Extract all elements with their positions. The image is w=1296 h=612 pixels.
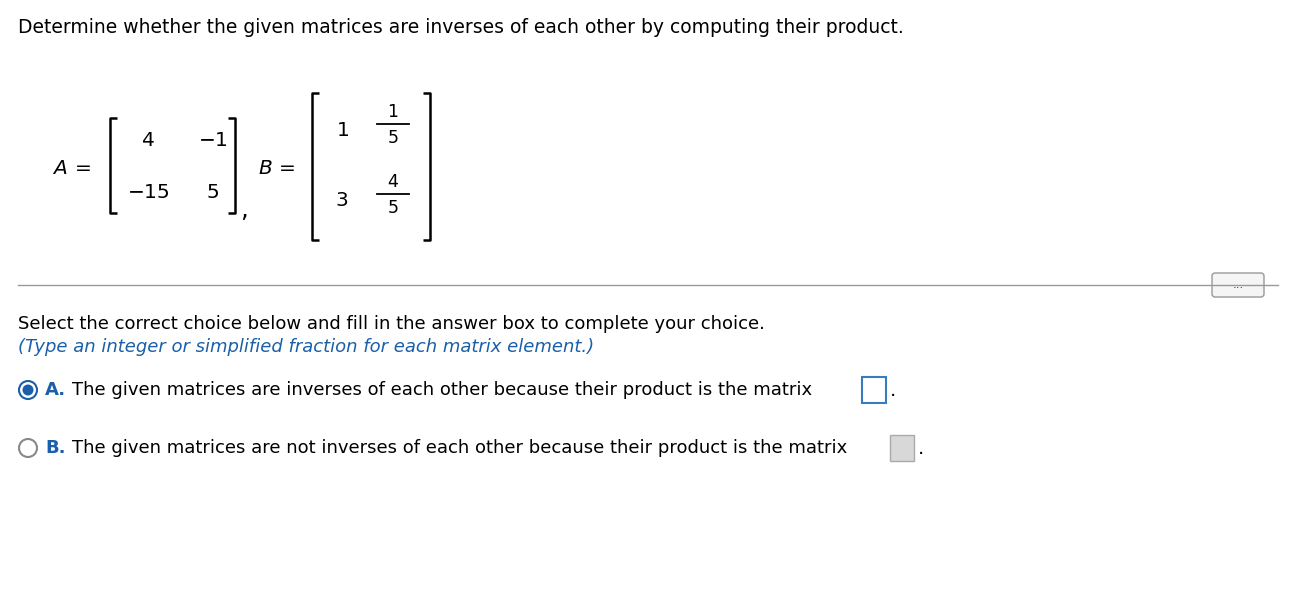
Circle shape	[19, 439, 38, 457]
Text: B.: B.	[45, 439, 66, 457]
Text: The given matrices are inverses of each other because their product is the matri: The given matrices are inverses of each …	[73, 381, 813, 399]
Text: $3$: $3$	[336, 190, 349, 209]
Circle shape	[22, 384, 34, 395]
Text: $1$: $1$	[388, 103, 399, 121]
FancyBboxPatch shape	[890, 435, 914, 461]
Text: $1$: $1$	[336, 121, 349, 140]
FancyBboxPatch shape	[1212, 273, 1264, 297]
Text: $-15$: $-15$	[127, 182, 170, 201]
Text: .: .	[890, 381, 897, 400]
Text: (Type an integer or simplified fraction for each matrix element.): (Type an integer or simplified fraction …	[18, 338, 594, 356]
Text: $-1$: $-1$	[198, 130, 228, 149]
FancyBboxPatch shape	[862, 377, 886, 403]
Text: A.: A.	[45, 381, 66, 399]
Text: $5$: $5$	[206, 182, 219, 201]
Circle shape	[19, 381, 38, 399]
Text: ...: ...	[1232, 278, 1244, 291]
Text: $5$: $5$	[388, 129, 399, 147]
Text: $4$: $4$	[388, 173, 399, 191]
Text: The given matrices are not inverses of each other because their product is the m: The given matrices are not inverses of e…	[73, 439, 848, 457]
Text: ,: ,	[240, 198, 248, 222]
Text: Determine whether the given matrices are inverses of each other by computing the: Determine whether the given matrices are…	[18, 18, 903, 37]
Text: Select the correct choice below and fill in the answer box to complete your choi: Select the correct choice below and fill…	[18, 315, 765, 333]
Text: $4$: $4$	[141, 130, 154, 149]
Text: $A\,=$: $A\,=$	[52, 159, 91, 177]
Text: $B\,=$: $B\,=$	[258, 159, 295, 177]
Text: $5$: $5$	[388, 199, 399, 217]
Text: .: .	[918, 439, 924, 458]
